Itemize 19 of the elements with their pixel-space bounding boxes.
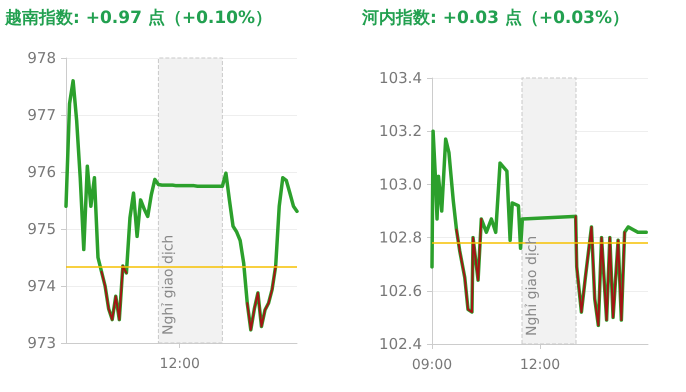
- chart-title: 河内指数: +0.03 点（+0.03%）: [362, 7, 630, 29]
- y-tick-label: 103.2: [379, 122, 422, 140]
- y-tick-label: 974: [27, 277, 56, 295]
- x-tick-label: 12:00: [520, 357, 560, 373]
- band-label: Nghỉ giao dịch: [524, 236, 540, 336]
- annotation: Nghỉ giao dịch: [160, 234, 176, 335]
- y-tick-label: 103.0: [379, 175, 422, 194]
- y-tick-label: 978: [27, 49, 56, 67]
- x-tick-label: 09:00: [412, 357, 452, 373]
- y-tick-label: 973: [27, 334, 56, 352]
- y-tick-label: 103.4: [379, 69, 422, 87]
- y-tick-label: 976: [27, 163, 56, 181]
- y-tick-label: 977: [27, 106, 56, 124]
- y-tick-label: 975: [27, 220, 56, 238]
- chart-title: 越南指数: +0.97 点（+0.10%）: [5, 7, 272, 29]
- y-tick-label: 102.6: [379, 282, 422, 300]
- y-tick-label: 102.4: [379, 335, 422, 353]
- y-tick-label: 102.8: [379, 228, 422, 247]
- x-tick-label: 12:00: [160, 356, 200, 372]
